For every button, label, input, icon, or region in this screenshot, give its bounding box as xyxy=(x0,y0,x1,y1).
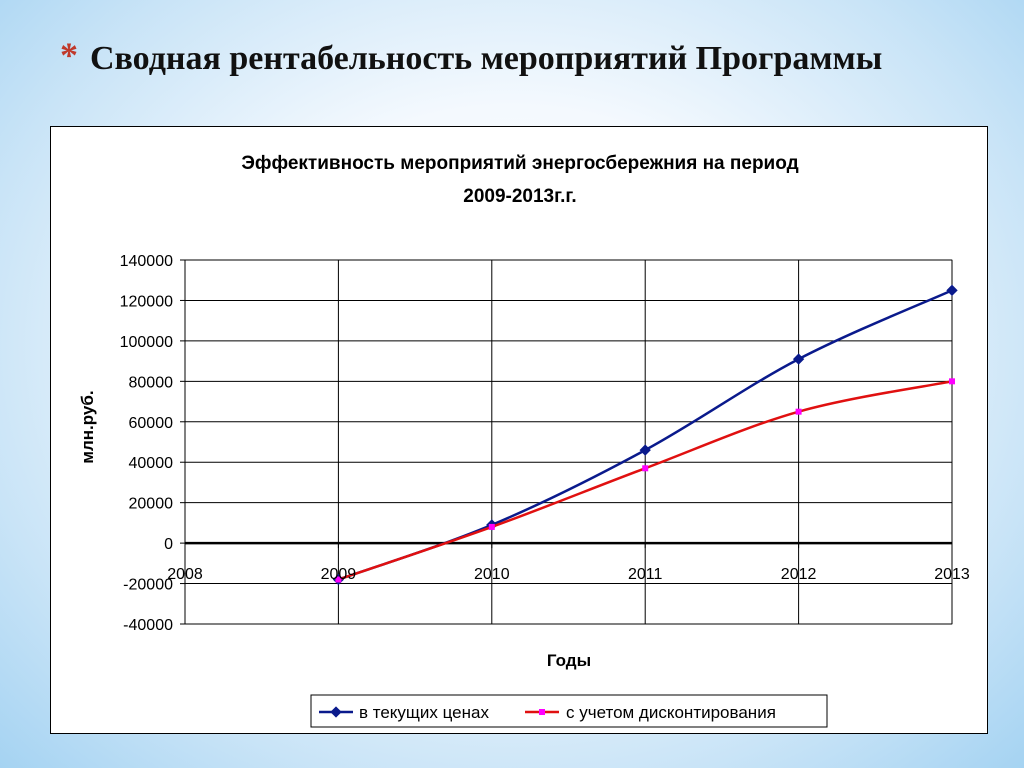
legend-label-discounted: с учетом дисконтирования xyxy=(566,703,776,722)
x-tick-label: 2008 xyxy=(167,566,203,583)
y-tick-label: 120000 xyxy=(120,293,173,310)
series-1-point xyxy=(946,284,958,296)
legend: в текущих ценах с учетом дисконтирования xyxy=(310,694,828,728)
slide-title-text: Сводная рентабельность мероприятий Прогр… xyxy=(90,40,883,77)
x-tick-label: 2011 xyxy=(628,566,663,583)
plot-area xyxy=(184,259,953,625)
legend-marker-current xyxy=(330,706,342,718)
x-tick-label: 2012 xyxy=(781,566,817,583)
legend-marker-discounted xyxy=(539,709,545,715)
label-layer: 140000 120000 100000 80000 60000 40000 20000 0 -… xyxy=(120,253,970,634)
x-axis-title: Годы xyxy=(547,651,591,670)
slide-title: * Сводная рентабельность мероприятий Про… xyxy=(60,34,1000,84)
series-1-point xyxy=(792,353,805,365)
line-chart: 140000 120000 100000 80000 60000 40000 20000 0 -… xyxy=(78,253,970,728)
x-tick-label: 2010 xyxy=(474,566,510,583)
chart-title-line2: 2009-2013г.г. xyxy=(463,186,577,207)
y-tick-label: 140000 xyxy=(120,253,173,270)
title-bullet: * xyxy=(60,35,78,75)
axis-layer xyxy=(180,259,953,625)
y-tick-label: 0 xyxy=(164,536,173,553)
series-layer xyxy=(332,284,958,586)
y-tick-label: 60000 xyxy=(129,415,174,432)
y-tick-label: 40000 xyxy=(129,455,174,472)
y-tick-label: 20000 xyxy=(129,496,174,513)
x-tick-label: 2009 xyxy=(321,566,357,583)
series-1-point xyxy=(639,444,651,456)
y-axis-title: млн.руб. xyxy=(78,390,97,463)
grid-layer xyxy=(184,259,953,625)
y-tick-label: 80000 xyxy=(129,374,174,391)
chart-frame: Эффективность мероприятий энергосбережни… xyxy=(50,126,988,734)
legend-label-current: в текущих ценах xyxy=(359,703,489,722)
series-2-point xyxy=(949,378,955,385)
legend-box xyxy=(310,694,828,728)
y-tick-label: -20000 xyxy=(123,577,173,594)
series-2-point xyxy=(335,576,342,583)
y-tick-label: 100000 xyxy=(120,334,173,351)
chart-title-line1: Эффективность мероприятий энергосбережни… xyxy=(241,153,799,174)
series-2-point xyxy=(642,465,649,472)
series-2-point xyxy=(488,523,495,530)
chart-title: Эффективность мероприятий энергосбережни… xyxy=(111,147,929,213)
y-tick-label: -40000 xyxy=(123,617,173,634)
x-tick-label: 2013 xyxy=(934,566,970,583)
series-2-point xyxy=(795,408,802,415)
